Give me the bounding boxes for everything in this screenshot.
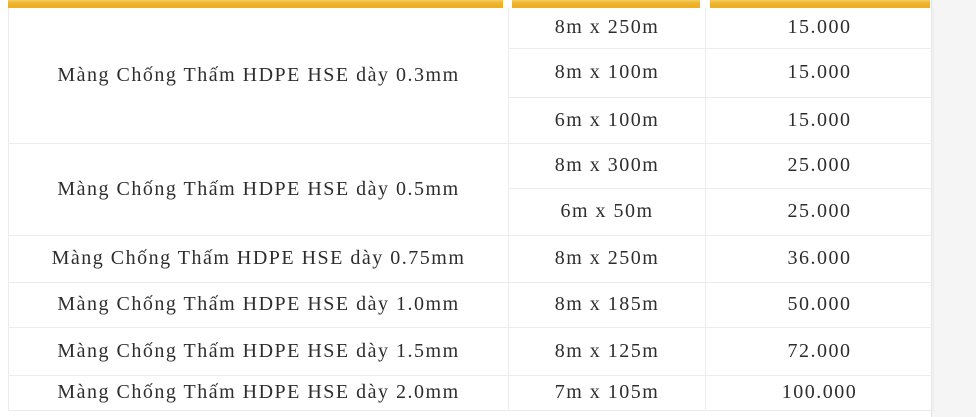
table-row: 6m x 100m 15.000 — [9, 96, 934, 144]
product-name-cell: Màng Chống Thấm HDPE HSE dày 0.3mm — [8, 8, 509, 144]
price-cell: 15.000 — [705, 96, 934, 144]
product-name-cell: Màng Chống Thấm HDPE HSE dày 0.75mm — [8, 234, 509, 283]
size-cell: 8m x 125m — [508, 326, 706, 376]
size-cell: 8m x 300m — [508, 142, 706, 189]
size-cell: 6m x 100m — [508, 96, 706, 144]
table-row: Màng Chống Thấm HDPE HSE dày 0.3mm 8m x 2… — [8, 8, 934, 144]
table-accent-bar — [8, 0, 930, 8]
size-cell: 8m x 185m — [508, 281, 706, 328]
price-cell: 50.000 — [705, 281, 934, 328]
price-cell: 15.000 — [705, 47, 934, 98]
table-row: 6m x 50m 25.000 — [9, 187, 934, 236]
accent-bar-segment-price-col — [710, 0, 930, 8]
size-cell: 6m x 50m — [508, 187, 706, 236]
price-cell: 25.000 — [705, 187, 934, 236]
table-row: 8m x 100m 15.000 — [9, 47, 934, 98]
price-cell: 15.000 — [705, 8, 934, 49]
price-table: Màng Chống Thấm HDPE HSE dày 0.3mm 8m x 2… — [8, 8, 934, 411]
price-cell: 36.000 — [705, 234, 934, 283]
page-side-strip — [931, 0, 976, 417]
table-row: Màng Chống Thấm HDPE HSE dày 0.75mm 8m x … — [8, 234, 934, 283]
product-name-cell: Màng Chống Thấm HDPE HSE dày 1.0mm — [8, 281, 509, 328]
accent-bar-segment-name-col — [8, 0, 503, 8]
product-name-cell: Màng Chống Thấm HDPE HSE dày 0.5mm — [8, 142, 509, 236]
accent-bar-segment-size-col — [512, 0, 700, 8]
product-name-cell: Màng Chống Thấm HDPE HSE dày 2.0mm — [8, 374, 509, 411]
table-row: Màng Chống Thấm HDPE HSE dày 2.0mm 7m x 1… — [8, 374, 934, 411]
size-cell: 8m x 250m — [508, 234, 706, 283]
price-cell: 25.000 — [705, 142, 934, 189]
size-cell: 7m x 105m — [508, 374, 706, 411]
size-cell: 8m x 100m — [508, 47, 706, 98]
product-name-cell: Màng Chống Thấm HDPE HSE dày 1.5mm — [8, 326, 509, 376]
size-cell: 8m x 250m — [508, 8, 706, 49]
price-cell: 72.000 — [705, 326, 934, 376]
table-row: Màng Chống Thấm HDPE HSE dày 1.5mm 8m x 1… — [8, 326, 934, 376]
table-row: Màng Chống Thấm HDPE HSE dày 1.0mm 8m x 1… — [8, 281, 934, 328]
price-table-container: Màng Chống Thấm HDPE HSE dày 0.3mm 8m x 2… — [8, 8, 934, 411]
price-cell: 100.000 — [705, 374, 934, 411]
table-row: Màng Chống Thấm HDPE HSE dày 0.5mm 8m x 3… — [8, 142, 934, 236]
